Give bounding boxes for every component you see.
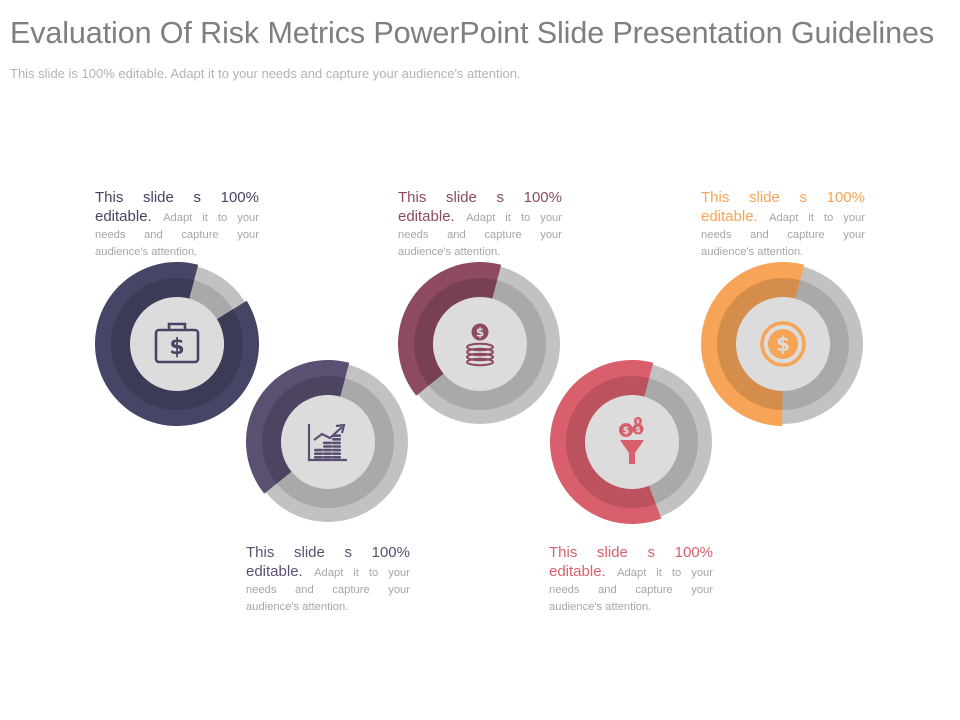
text-heading-3: This slide s 100% [398,189,562,206]
donut-1: $ [95,262,260,426]
text-block-3: This slide s 100% editable. Adapt it to … [398,188,562,260]
svg-text:$: $ [623,426,630,437]
growth-chart-icon [307,423,347,462]
svg-text:$: $ [635,425,640,434]
donut-4-fill-arc [549,360,662,524]
text-heading-1b: editable. [95,208,152,225]
slide-title: Evaluation Of Risk Metrics PowerPoint Sl… [10,16,934,50]
text-body-5: Adapt it to your needs and capture your … [701,212,865,258]
svg-text:$: $ [476,326,484,340]
dollar-funnel-icon: $ $$ [619,417,644,464]
text-heading-5b: editable. [701,208,758,225]
donut-5: $ [701,261,863,426]
text-block-1: This slide s 100% editable. Adapt it to … [95,188,259,260]
svg-text:$: $ [776,332,790,356]
coin-stack-icon: $ [466,323,494,367]
text-heading-3b: editable. [398,208,455,225]
donut-3: $ [397,261,560,424]
svg-text:$: $ [169,335,184,360]
money-bag-icon: $ [154,322,200,364]
text-heading-4: This slide s 100% [549,544,713,561]
text-heading-2: This slide s 100% [246,544,410,561]
donut-1-center [130,297,224,391]
dollar-coin-icon: $ [760,321,806,367]
donut-4: $ $$ [549,360,712,524]
text-heading-2b: editable. [246,563,303,580]
slide-subtitle: This slide is 100% editable. Adapt it to… [10,66,521,81]
text-block-4: This slide s 100% editable. Adapt it to … [549,543,713,615]
text-block-5: This slide s 100% editable. Adapt it to … [701,188,865,260]
donut-2 [245,359,408,522]
text-heading-4b: editable. [549,563,606,580]
text-block-2: This slide s 100% editable. Adapt it to … [246,543,410,615]
text-body-4: Adapt it to your needs and capture your … [549,567,713,613]
svg-text:$: $ [636,419,640,425]
text-heading-5: This slide s 100% [701,189,865,206]
text-body-3: Adapt it to your needs and capture your … [398,212,562,258]
text-body-2: Adapt it to your needs and capture your … [246,567,410,613]
text-body-1: Adapt it to your needs and capture your … [95,212,259,258]
donut-5-fill-arc [701,261,805,426]
text-heading-1: This slide s 100% [95,189,259,206]
